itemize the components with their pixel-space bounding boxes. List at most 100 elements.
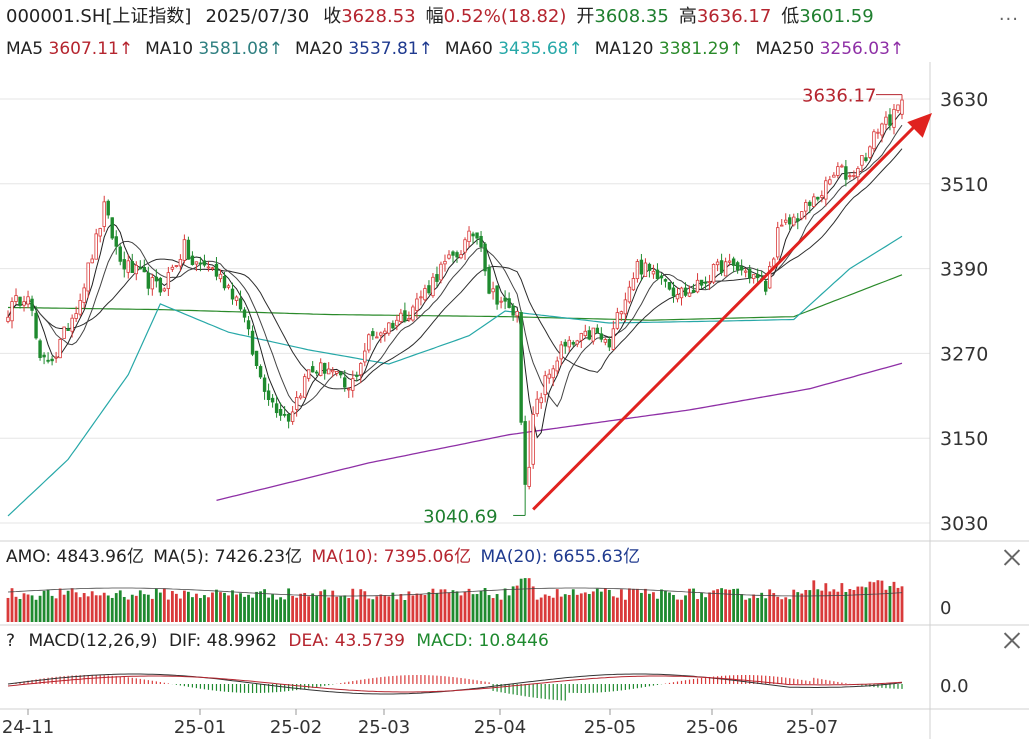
volume-bar bbox=[784, 597, 788, 622]
low-annotation: 3040.69 bbox=[423, 506, 497, 527]
volume-bar bbox=[391, 592, 395, 622]
volume-bar bbox=[26, 594, 30, 622]
macd-legend: ? MACD(12,26,9) DIF: 48.9962 DEA: 43.573… bbox=[6, 631, 549, 651]
ma-legend-value: 3256.03↑ bbox=[819, 39, 905, 59]
candle-body bbox=[94, 233, 98, 260]
volume-bar bbox=[162, 588, 166, 622]
candle-body bbox=[427, 285, 431, 294]
macd-value-label: MACD: bbox=[416, 631, 474, 651]
more-menu-button[interactable]: ... bbox=[998, 4, 1019, 25]
amo-ma-line bbox=[7, 587, 903, 597]
candle-body bbox=[659, 275, 664, 279]
volume-bar bbox=[900, 586, 904, 622]
volume-bar bbox=[166, 599, 170, 622]
close-label: 收 bbox=[323, 6, 342, 27]
volume-bar bbox=[623, 599, 627, 622]
volume-bar bbox=[34, 599, 38, 622]
candle-body bbox=[671, 287, 676, 297]
amo-zero-label: 0 bbox=[940, 598, 951, 619]
dea-line bbox=[7, 675, 903, 693]
price-tick-label: 3270 bbox=[940, 343, 988, 365]
volume-bar bbox=[636, 588, 639, 622]
candle-body bbox=[403, 310, 407, 322]
candle-body bbox=[876, 131, 880, 134]
volume-bar bbox=[603, 588, 607, 622]
volume-bar bbox=[106, 595, 110, 622]
volume-bar bbox=[138, 590, 142, 622]
volume-bar bbox=[483, 588, 487, 622]
candle-body bbox=[623, 299, 628, 315]
volume-bar bbox=[110, 597, 114, 622]
volume-bar bbox=[323, 589, 327, 622]
candle-body bbox=[118, 246, 122, 262]
candle-body bbox=[178, 259, 183, 267]
ma-legend-value: 3581.08↑ bbox=[198, 39, 283, 59]
volume-bar bbox=[704, 597, 707, 622]
candle-body bbox=[343, 377, 347, 388]
open-label: 开 bbox=[576, 6, 595, 27]
candle-body bbox=[499, 300, 503, 303]
date-axis: 24-11 25-01 25-02 25-03 25-04 25-05 25-06 25-07 bbox=[2, 709, 838, 738]
candle-body bbox=[776, 227, 780, 258]
candle-body bbox=[278, 409, 283, 416]
ma60-line bbox=[7, 235, 903, 517]
candle-body bbox=[860, 155, 864, 166]
candle-body bbox=[820, 195, 824, 198]
volume-bar bbox=[199, 598, 202, 622]
candle-body bbox=[591, 327, 596, 342]
candle-body bbox=[54, 356, 58, 359]
volume-bar bbox=[816, 589, 820, 622]
candle-body bbox=[503, 297, 507, 302]
candle-body bbox=[619, 311, 624, 315]
close-macd-panel-icon[interactable] bbox=[1003, 631, 1021, 649]
candle-body bbox=[274, 403, 279, 414]
candle-body bbox=[298, 395, 303, 399]
volume-bar bbox=[271, 594, 274, 622]
candle-body bbox=[836, 166, 840, 176]
ma-legend-label: MA250 bbox=[755, 39, 820, 59]
volume-bar bbox=[607, 589, 611, 622]
price-grid bbox=[0, 62, 1029, 739]
candle-body bbox=[699, 279, 704, 286]
volume-bar bbox=[158, 592, 162, 622]
candle-body bbox=[170, 266, 175, 270]
candle-body bbox=[615, 312, 620, 329]
close-amo-panel-icon[interactable] bbox=[1003, 548, 1021, 566]
volume-bar bbox=[768, 589, 772, 622]
volume-bar bbox=[684, 595, 687, 622]
volume-bar bbox=[644, 588, 647, 622]
volume-bar bbox=[351, 588, 355, 622]
volume-bar bbox=[259, 591, 262, 622]
volume-bar bbox=[511, 586, 515, 622]
volume-bar bbox=[840, 583, 844, 622]
volume-bar bbox=[752, 594, 756, 622]
candle-body bbox=[611, 328, 616, 350]
candle-body bbox=[844, 166, 848, 180]
amo-value: 4843.96亿 bbox=[56, 547, 144, 567]
volume-bar bbox=[467, 588, 471, 622]
candle-body bbox=[763, 280, 768, 292]
volume-bar bbox=[776, 596, 780, 622]
candle-body bbox=[206, 266, 211, 269]
volume-bar bbox=[54, 598, 58, 622]
candle-body bbox=[663, 279, 668, 282]
volume-bar bbox=[543, 594, 547, 622]
volume-bar bbox=[523, 578, 527, 622]
volume-bar bbox=[728, 589, 732, 622]
candle-body bbox=[294, 397, 299, 410]
help-icon[interactable]: ? bbox=[6, 631, 16, 651]
volume-bar bbox=[98, 595, 102, 622]
candle-body bbox=[703, 281, 708, 284]
volume-bar bbox=[804, 589, 808, 622]
candle-body bbox=[154, 276, 159, 282]
volume-bar bbox=[459, 595, 463, 622]
candle-body bbox=[142, 267, 147, 273]
volume-bar bbox=[14, 596, 18, 622]
candle-body bbox=[896, 104, 900, 111]
volume-bar bbox=[295, 597, 299, 622]
candle-body bbox=[483, 243, 487, 272]
candle-body bbox=[551, 368, 555, 379]
volume-bar bbox=[22, 593, 26, 622]
volume-bar bbox=[235, 594, 238, 622]
volume-bar bbox=[668, 592, 671, 622]
